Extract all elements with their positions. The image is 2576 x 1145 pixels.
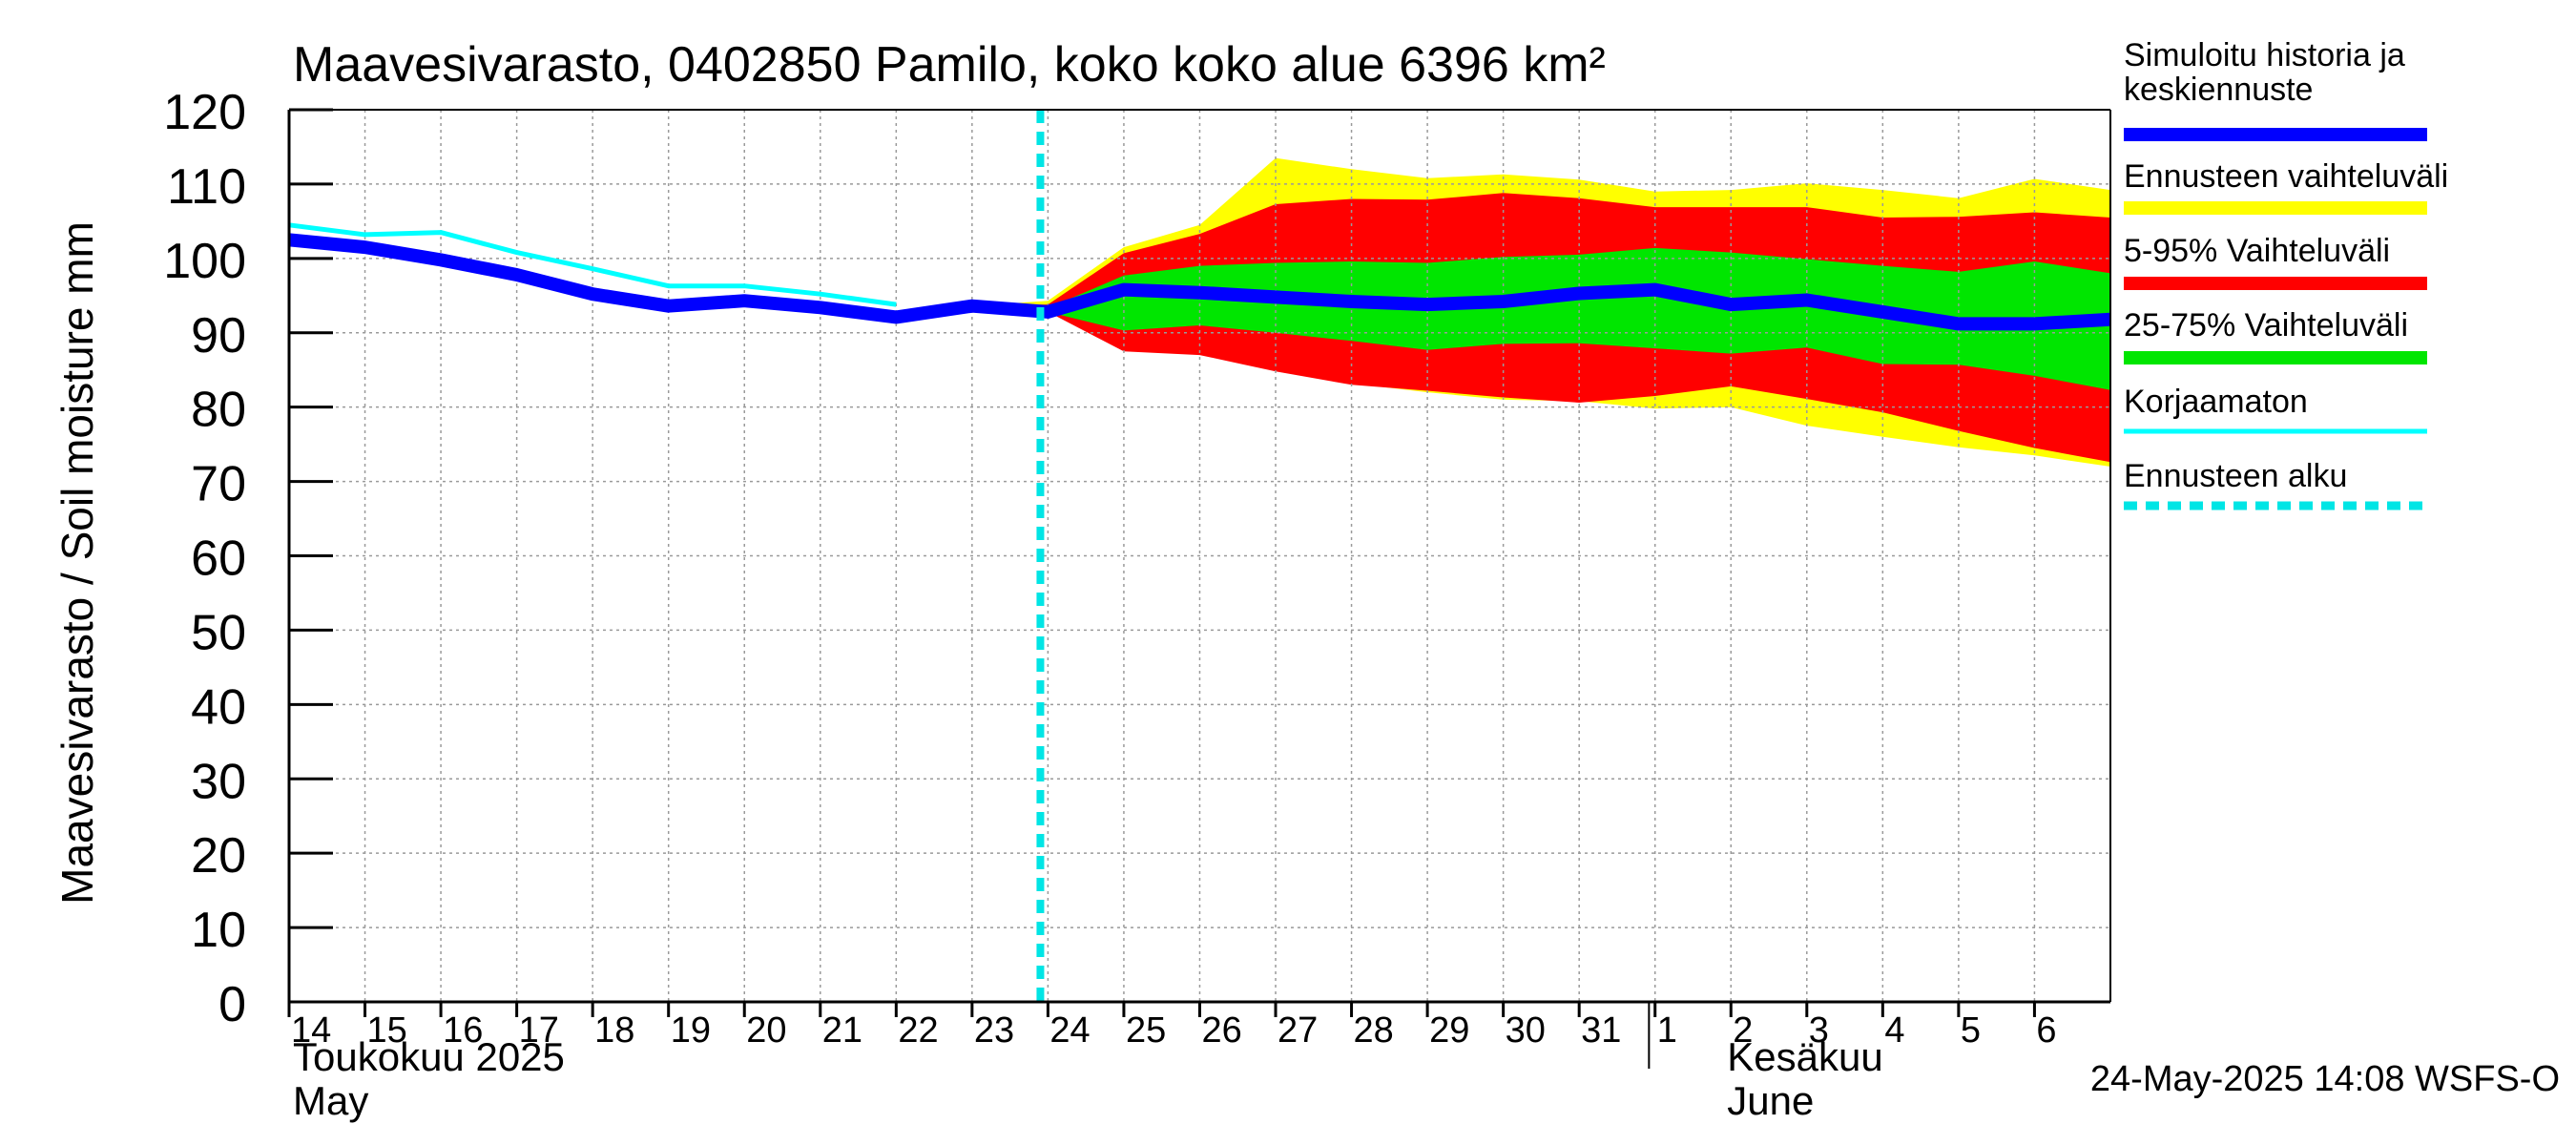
x-tick-label: 18 (594, 1010, 634, 1051)
y-tick-label: 100 (163, 234, 246, 289)
legend-label: Ennusteen vaihteluväli (2124, 158, 2448, 195)
y-tick-label: 90 (191, 308, 246, 364)
y-tick-label: 20 (191, 828, 246, 884)
month-label: Toukokuu 2025 (293, 1034, 565, 1079)
forecast-bands (971, 157, 2110, 467)
legend-label: Korjaamaton (2124, 384, 2308, 420)
x-tick-label: 27 (1278, 1010, 1318, 1051)
x-tick-label: 24 (1049, 1010, 1090, 1051)
x-tick-label: 14 (291, 1010, 331, 1051)
x-tick-label: 23 (974, 1010, 1014, 1051)
timestamp: 24-May-2025 14:08 WSFS-O (2090, 1059, 2560, 1099)
y-axis-label: Maavesivarasto / Soil moisture mm (52, 221, 102, 905)
band-25-75-vaihteluv-li (971, 247, 2110, 390)
month-label-en: May (293, 1078, 368, 1123)
y-tick-label: 120 (163, 85, 246, 140)
legend-label: Simuloitu historia ja (2124, 37, 2405, 73)
legend-label: 25-75% Vaihteluväli (2124, 307, 2408, 344)
x-tick-label: 26 (1201, 1010, 1241, 1051)
x-tick-label: 31 (1581, 1010, 1621, 1051)
x-tick-label: 6 (2036, 1010, 2056, 1051)
x-tick-label: 17 (519, 1010, 559, 1051)
y-tick-label: 50 (191, 605, 246, 660)
legend-label: 5-95% Vaihteluväli (2124, 233, 2390, 269)
legend-label: Ennusteen alku (2124, 458, 2347, 494)
x-tick-label: 30 (1506, 1010, 1546, 1051)
y-tick-label: 110 (167, 159, 246, 215)
x-tick-label: 21 (822, 1010, 862, 1051)
x-tick-label: 19 (671, 1010, 711, 1051)
x-tick-label: 25 (1126, 1010, 1166, 1051)
series-korjaamaton (288, 222, 897, 307)
y-tick-label: 60 (191, 531, 246, 587)
y-tick-label: 30 (191, 754, 246, 809)
x-tick-label: 3 (1809, 1010, 1829, 1051)
x-tick-label: 20 (746, 1010, 786, 1051)
month-label-en: June (1727, 1078, 1814, 1123)
x-tick-label: 22 (898, 1010, 938, 1051)
x-tick-label: 29 (1429, 1010, 1469, 1051)
y-tick-label: 10 (191, 903, 246, 958)
x-tick-label: 4 (1884, 1010, 1904, 1051)
y-tick-label: 0 (218, 977, 246, 1032)
x-tick-label: 2 (1733, 1010, 1753, 1051)
x-tick-label: 16 (443, 1010, 483, 1051)
y-tick-label: 80 (191, 383, 246, 438)
x-tick-label: 15 (367, 1010, 407, 1051)
legend-label: keskiennuste (2124, 72, 2313, 108)
y-tick-label: 70 (191, 457, 246, 512)
month-label: Kesäkuu (1727, 1034, 1882, 1079)
chart-title: Maavesivarasto, 0402850 Pamilo, koko kok… (293, 37, 1606, 93)
x-tick-label: 5 (1961, 1010, 1981, 1051)
y-tick-label: 40 (191, 679, 246, 735)
axes (287, 108, 2111, 1069)
series-simuloitu (289, 233, 2110, 331)
x-tick-label: 28 (1354, 1010, 1394, 1051)
series-lines (288, 110, 2110, 1002)
x-tick-label: 1 (1657, 1010, 1677, 1051)
